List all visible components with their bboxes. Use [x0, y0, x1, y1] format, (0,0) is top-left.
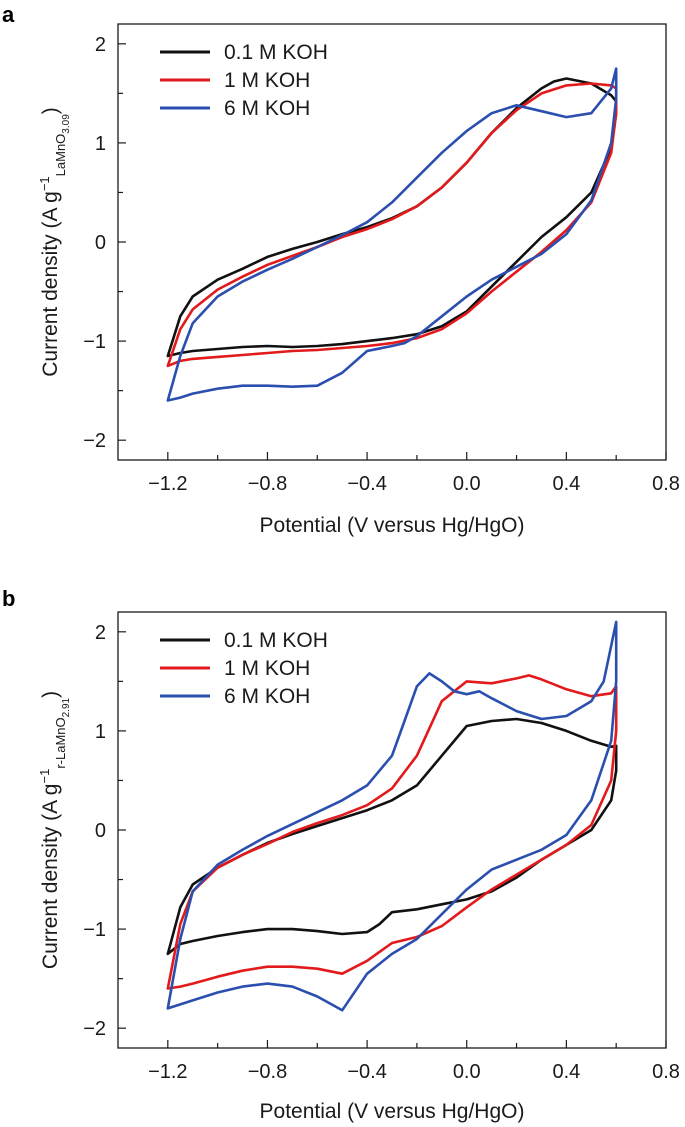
panel-a-yticklabels: −2 −1 0 1 2 [83, 34, 106, 452]
panel-b-xtick-label: −0.8 [248, 1061, 287, 1083]
panel-b-ytick-label: 1 [95, 721, 106, 743]
panel-a-series-1-m-koh [166, 82, 618, 368]
panel-b-ytick-label: 0 [95, 820, 106, 842]
panel-b-legend: 0.1 M KOH 1 M KOH 6 M KOH [160, 629, 328, 708]
panel-b-ticks [118, 631, 667, 1048]
panel-b-ytick-label: −1 [83, 919, 106, 941]
panel-a-y-axis-title: Current density (A g−1LaMnO3.09) [37, 107, 72, 377]
panel-a-xtick-label: 0.8 [652, 473, 680, 495]
panel-b-y-axis-title: Current density (A g−1r-LaMnO2.91) [37, 691, 72, 969]
panel-a-legend-label-0-1-m-koh: 0.1 M KOH [224, 41, 328, 64]
panel-a-ytick-label: 1 [95, 133, 106, 155]
panel-a-legend-label-6-m-koh: 6 M KOH [224, 97, 310, 120]
panel-b-legend-label-6-m-koh: 6 M KOH [224, 685, 310, 708]
panel-a-frame [117, 23, 667, 461]
panel-a-xtick-label: −0.8 [248, 473, 287, 495]
panel-a-xtick-label: −1.2 [148, 473, 187, 495]
panel-b-series-1-m-koh [166, 674, 618, 990]
panel-b-xtick-label: 0.8 [652, 1061, 680, 1083]
panel-a-series-0-1-m-koh [166, 77, 618, 358]
panel-a-ytick-label: −2 [83, 430, 106, 452]
panel-b-legend-label-1-m-koh: 1 M KOH [224, 657, 310, 680]
panel-a-ticks [118, 43, 667, 460]
panel-b-yticklabels: −2 −1 0 1 2 [83, 622, 106, 1040]
panel-a-legend: 0.1 M KOH 1 M KOH 6 M KOH [160, 41, 328, 120]
panel-a-ytick-label: 0 [95, 232, 106, 254]
panel-a-plot-area [166, 67, 618, 402]
panel-b-letter: b [2, 586, 15, 611]
panel-b: b −1.2 −0.8 −0.4 0.0 0.4 0.8 −2 −1 0 1 2 0.1 M KO… [2, 586, 680, 1123]
panel-a-ytick-label: −1 [83, 331, 106, 353]
panel-b-xticklabels: −1.2 −0.8 −0.4 0.0 0.4 0.8 [148, 1061, 680, 1083]
panel-a-legend-label-1-m-koh: 1 M KOH [224, 69, 310, 92]
panel-a-xtick-label: 0.0 [453, 473, 481, 495]
panel-a-letter: a [2, 2, 15, 27]
panel-b-xtick-label: 0.0 [453, 1061, 481, 1083]
panel-a-xtick-label: −0.4 [347, 473, 386, 495]
panel-b-legend-label-0-1-m-koh: 0.1 M KOH [224, 629, 328, 652]
panel-b-series-6-m-koh [166, 620, 618, 1012]
panel-b-plot-area [166, 620, 618, 1012]
panel-b-series-0-1-m-koh [166, 717, 618, 956]
panel-a-xticklabels: −1.2 −0.8 −0.4 0.0 0.4 0.8 [148, 473, 680, 495]
panel-a-series-6-m-koh [166, 67, 618, 402]
panel-b-ytick-label: 2 [95, 622, 106, 644]
panel-b-xtick-label: 0.4 [552, 1061, 580, 1083]
panel-b-xtick-label: −0.4 [347, 1061, 386, 1083]
panel-b-ytick-label: −2 [83, 1018, 106, 1040]
panel-a: a −1.2 −0.8 −0.4 0.0 0.4 0.8 −2 −1 0 1 2 0.1 M KO… [2, 2, 680, 537]
panel-a-ytick-label: 2 [95, 34, 106, 56]
panel-a-xtick-label: 0.4 [552, 473, 580, 495]
panel-a-x-axis-title: Potential (V versus Hg/HgO) [260, 514, 525, 537]
panel-b-x-axis-title: Potential (V versus Hg/HgO) [260, 1100, 525, 1123]
panel-b-xtick-label: −1.2 [148, 1061, 187, 1083]
